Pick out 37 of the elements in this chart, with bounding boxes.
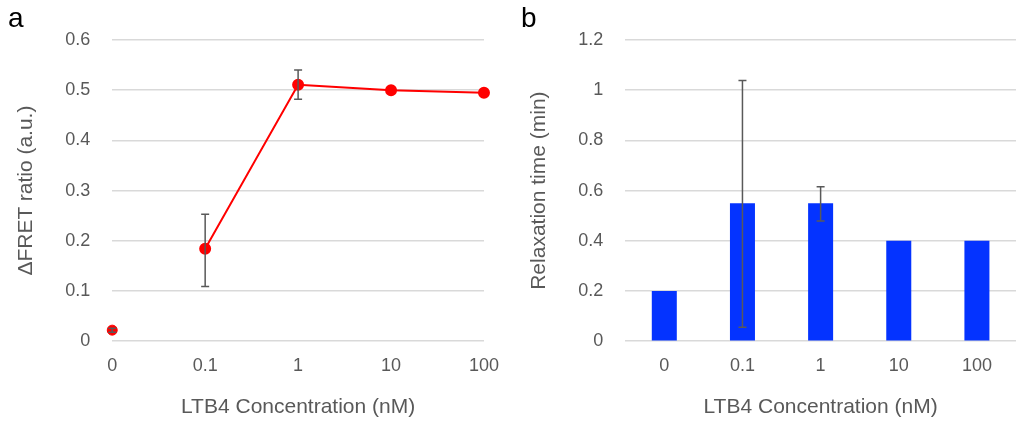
x-tick-label: 0 [659, 354, 670, 375]
y-tick-label: 0.2 [578, 279, 604, 300]
chart-title: a [8, 2, 24, 34]
x-tick-label: 0.1 [729, 354, 755, 375]
x-tick-label: 0.1 [192, 354, 218, 375]
y-tick-label: 0.1 [65, 279, 91, 300]
x-tick-label: 1 [293, 354, 304, 375]
point [385, 84, 398, 97]
x-tick-label: 0 [107, 354, 118, 375]
y-tick-label: 0.5 [65, 79, 91, 100]
point [477, 86, 490, 99]
x-axis-title: LTB4 Concentration (nM) [180, 394, 416, 418]
y-tick-label: 0.3 [65, 179, 91, 200]
y-axis-title: Relaxation time (min) [526, 91, 550, 290]
y-tick-label: 1.2 [578, 28, 604, 49]
bar [886, 240, 912, 341]
x-tick-label: 1 [815, 354, 826, 375]
x-tick-label: 10 [381, 354, 402, 375]
bar [808, 203, 834, 341]
y-tick-label: 0.6 [578, 179, 604, 200]
chart-title: b [521, 2, 537, 34]
y-axis-title: ΔFRET ratio (a.u.) [13, 105, 37, 276]
y-tick-label: 0 [80, 330, 91, 351]
bar [964, 240, 990, 341]
x-tick-label: 100 [468, 354, 500, 375]
bar [651, 291, 677, 341]
y-tick-label: 0.2 [65, 229, 91, 250]
y-tick-label: 0.6 [65, 28, 91, 49]
x-tick-label: 100 [961, 354, 992, 375]
y-tick-label: 0 [593, 330, 604, 351]
bar [729, 203, 755, 341]
x-axis-title: LTB4 Concentration (nM) [703, 394, 938, 418]
y-tick-label: 0.8 [578, 129, 604, 150]
y-tick-label: 0.4 [65, 129, 91, 150]
x-tick-label: 10 [888, 354, 909, 375]
y-tick-label: 0.4 [578, 229, 604, 250]
y-tick-label: 1 [593, 79, 604, 100]
